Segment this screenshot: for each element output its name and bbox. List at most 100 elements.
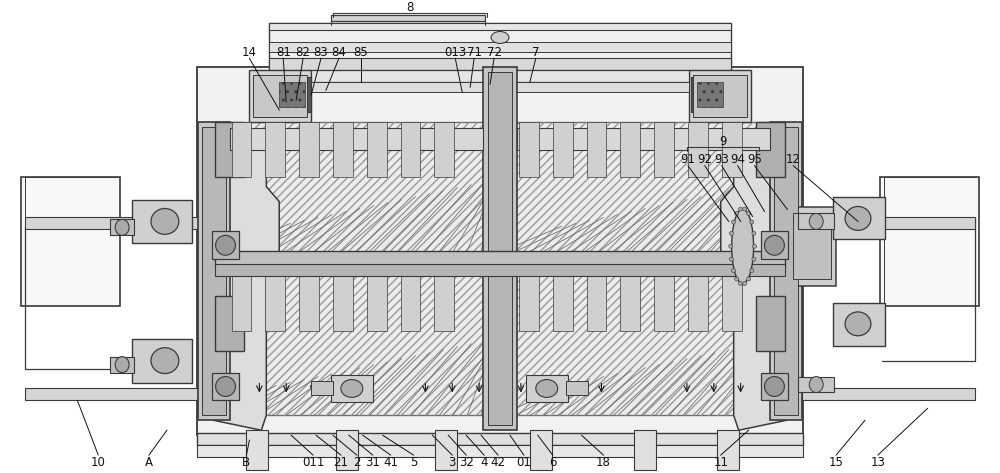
Bar [587, 122, 606, 177]
Bar [654, 276, 674, 331]
Bar [25, 388, 198, 401]
Ellipse shape [536, 379, 558, 397]
Bar [110, 219, 134, 236]
Bar [132, 339, 192, 383]
Text: 93: 93 [714, 153, 729, 166]
Text: 92: 92 [697, 153, 712, 166]
Bar [761, 373, 788, 401]
Bar [553, 276, 573, 331]
Bar [488, 72, 512, 425]
Bar [697, 82, 723, 107]
Bar [620, 122, 640, 177]
Bar [197, 433, 803, 445]
Bar [215, 256, 500, 415]
Ellipse shape [729, 257, 733, 261]
Bar [197, 67, 803, 435]
Text: 72: 72 [487, 46, 502, 59]
Bar [331, 15, 485, 20]
Bar [336, 430, 358, 470]
Text: 85: 85 [353, 46, 368, 59]
Text: 95: 95 [747, 153, 762, 166]
Bar [500, 122, 785, 256]
Bar [197, 445, 803, 457]
Text: 7: 7 [532, 46, 540, 59]
Bar [566, 380, 588, 395]
Bar [110, 357, 134, 373]
Bar [273, 77, 311, 112]
Bar [833, 197, 885, 239]
Text: 42: 42 [491, 455, 506, 469]
Bar [265, 276, 285, 331]
Ellipse shape [151, 348, 179, 374]
Bar [587, 276, 606, 331]
Bar [246, 430, 268, 470]
Text: 83: 83 [314, 46, 328, 59]
Bar [500, 122, 785, 256]
Bar [367, 122, 387, 177]
Bar [788, 207, 836, 286]
Ellipse shape [809, 213, 823, 229]
Ellipse shape [739, 207, 743, 211]
Bar [212, 373, 239, 401]
Bar [880, 177, 979, 306]
Ellipse shape [753, 244, 757, 248]
Bar [401, 276, 420, 331]
Bar [269, 58, 731, 70]
Ellipse shape [743, 281, 747, 286]
Ellipse shape [809, 377, 823, 393]
Text: 84: 84 [331, 46, 346, 59]
Ellipse shape [491, 32, 509, 44]
Bar [331, 375, 373, 403]
Bar [526, 375, 568, 403]
Bar [202, 127, 226, 415]
Ellipse shape [845, 312, 871, 336]
Ellipse shape [752, 257, 756, 261]
Bar [691, 77, 729, 112]
Bar [25, 218, 198, 229]
Text: 013: 013 [444, 46, 466, 59]
Ellipse shape [732, 209, 754, 284]
Bar [279, 82, 305, 107]
Bar [833, 303, 885, 346]
Text: 14: 14 [242, 46, 257, 59]
Bar [311, 70, 689, 82]
Text: 94: 94 [730, 153, 745, 166]
Bar [793, 213, 831, 279]
Bar [269, 23, 731, 30]
Polygon shape [721, 128, 786, 430]
Bar [654, 122, 674, 177]
Ellipse shape [115, 357, 129, 373]
Bar [756, 296, 785, 350]
Text: 8: 8 [406, 1, 413, 14]
Bar [311, 380, 333, 395]
Bar [620, 276, 640, 331]
Bar [689, 70, 751, 122]
Text: 12: 12 [786, 153, 801, 166]
Bar [553, 122, 573, 177]
Bar [802, 388, 975, 401]
Bar [500, 256, 785, 415]
Bar [401, 122, 420, 177]
Text: 3: 3 [449, 455, 456, 469]
Ellipse shape [216, 377, 235, 396]
Bar [500, 256, 785, 415]
Text: 6: 6 [549, 455, 556, 469]
Bar [215, 251, 785, 266]
Bar [333, 122, 353, 177]
Bar [265, 122, 285, 177]
Bar [634, 430, 656, 470]
Text: 011: 011 [302, 455, 324, 469]
Bar [688, 276, 708, 331]
Bar [215, 296, 244, 350]
Text: A: A [145, 455, 153, 469]
Text: 15: 15 [829, 455, 844, 469]
Bar [802, 218, 975, 229]
Bar [215, 122, 500, 256]
Text: 21: 21 [333, 455, 348, 469]
Bar [299, 276, 319, 331]
Bar [517, 128, 770, 150]
Bar [269, 43, 731, 53]
Text: 2: 2 [353, 455, 361, 469]
Ellipse shape [747, 211, 751, 216]
Bar [435, 430, 457, 470]
